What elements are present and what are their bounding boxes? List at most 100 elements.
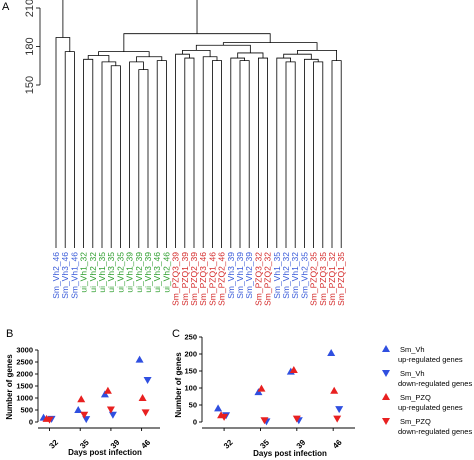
dendro-branch <box>110 65 121 248</box>
x-tick-label: 32 <box>47 438 60 451</box>
y-axis-label: Number of genes <box>5 354 14 420</box>
y-tick-label: 0 <box>193 418 197 427</box>
data-point <box>257 384 266 392</box>
legend-name: Sm_Vh <box>400 345 425 354</box>
y-axis-label: Number of genes <box>174 352 183 418</box>
y-tick-label: 100 <box>184 384 197 393</box>
dendro-branch <box>62 0 198 38</box>
legend-desc: down-regulated genes <box>398 427 472 436</box>
dendro-leaf-label: Sm_PZQ3_35 <box>318 252 328 306</box>
legend-desc: down-regulated genes <box>398 379 472 388</box>
data-point <box>141 409 150 417</box>
dendro-leaf-label: ui_Vh1_39 <box>125 252 135 293</box>
dendro-branch <box>212 60 222 248</box>
dendro-branch <box>123 33 271 52</box>
data-point <box>108 411 117 419</box>
x-tick-label: 46 <box>331 438 344 451</box>
dendro-leaf-label: Sm_PZQ1_35 <box>336 252 346 306</box>
dendro-leaf-label: Sm_PZQ1_39 <box>180 252 190 306</box>
dendro-leaf-label: Sm_Vh1_35 <box>272 252 282 299</box>
x-axis-label: Days post infection <box>68 448 142 457</box>
dendro-leaf-label: Sm_PZQ2_46 <box>217 252 227 306</box>
dendro-branch <box>313 61 324 248</box>
dendro-branch <box>222 42 318 51</box>
x-tick-label: 32 <box>222 438 235 451</box>
dendro-branch <box>138 69 149 248</box>
dendro-branch <box>136 56 163 62</box>
dendro-leaf-label: Sm_Vh1_39 <box>235 252 245 299</box>
data-point <box>335 406 344 414</box>
dendro-branch <box>202 56 218 248</box>
dendro-branch <box>331 60 342 248</box>
dendro-leaf-label: ui_Vh1_35 <box>97 252 107 293</box>
data-point <box>77 395 86 403</box>
dendro-leaf-label: Sm_PZQ2_39 <box>189 252 199 306</box>
y-tick-label: 250 <box>184 333 197 342</box>
dendro-branch <box>182 49 211 57</box>
legend-name: Sm_Vh <box>400 369 425 378</box>
dendro-branch <box>258 57 268 248</box>
dendro-branch <box>175 53 190 248</box>
legend-name: Sm_PZQ <box>400 417 431 426</box>
dendro-y-tick-label: 150 <box>24 76 36 94</box>
dendro-leaf-label: Sm_Vh2_46 <box>51 252 61 299</box>
dendro-branch <box>98 51 150 57</box>
dendro-leaf-label: Sm_Vh1_32 <box>290 252 300 299</box>
data-point <box>333 415 342 423</box>
dendro-leaf-label: Sm_PZQ2_35 <box>309 252 319 306</box>
y-tick-label: 1000 <box>16 394 33 403</box>
dendro-branch <box>83 58 94 248</box>
data-point <box>135 355 144 363</box>
dendro-leaf-label: Sm_Vh3_46 <box>60 252 70 299</box>
legend-marker <box>382 418 390 425</box>
data-point <box>106 406 115 414</box>
dendro-branch <box>276 57 291 248</box>
dendro-branch <box>101 61 117 248</box>
y-tick-label: 500 <box>20 406 33 415</box>
dendro-leaf-label: Sm_Vh2_39 <box>244 252 254 299</box>
dendro-branch <box>195 44 251 53</box>
dendro-leaf-label: Sm_PZQ2_32 <box>263 252 273 306</box>
data-point <box>103 386 112 394</box>
dendro-leaf-label: ui_Vh3_39 <box>143 252 153 293</box>
dendro-leaf-label: Sm_Vh3_39 <box>226 252 236 299</box>
panel-label-a: A <box>2 1 10 13</box>
dendro-leaf-label: Sm_PZQ3_46 <box>198 252 208 306</box>
dendro-branch <box>283 53 312 60</box>
legend-marker <box>382 370 390 377</box>
panel-label-b: B <box>6 328 13 340</box>
data-point <box>330 386 339 394</box>
dendro-leaf-label: Sm_Vh2_32 <box>281 252 291 299</box>
dendro-y-tick-label: 180 <box>24 37 36 55</box>
data-point <box>289 365 298 373</box>
panel-label-c: C <box>172 328 180 340</box>
dendro-leaf-label: ui_Vh2_46 <box>161 252 171 293</box>
dendro-leaf-label: ui_Vh3_35 <box>106 252 116 293</box>
data-point <box>138 394 147 401</box>
dendro-branch <box>230 57 245 248</box>
legend-desc: up-regulated genes <box>398 355 463 364</box>
y-tick-label: 50 <box>189 401 197 410</box>
dendro-branch <box>87 55 110 62</box>
dendro-leaf-label: ui_Vh1_32 <box>79 252 89 293</box>
dendro-leaf-label: Sm_PZQ3_32 <box>253 252 263 306</box>
y-tick-label: 2500 <box>16 358 33 367</box>
dendro-leaf-label: Sm_PZQ1_32 <box>327 252 337 306</box>
dendro-branch <box>64 51 75 248</box>
data-point <box>214 404 223 412</box>
dendro-branch <box>239 60 250 248</box>
legend-desc: up-regulated genes <box>398 403 463 412</box>
y-tick-label: 3000 <box>16 346 33 355</box>
dendro-leaf-label: ui_Vh2_39 <box>134 252 144 293</box>
y-tick-label: 1500 <box>16 382 33 391</box>
dendro-branch <box>156 60 167 248</box>
legend-marker <box>382 393 390 400</box>
data-point <box>327 348 336 356</box>
dendro-branch <box>129 61 144 248</box>
dendro-branch <box>304 58 319 248</box>
data-point <box>260 417 269 425</box>
